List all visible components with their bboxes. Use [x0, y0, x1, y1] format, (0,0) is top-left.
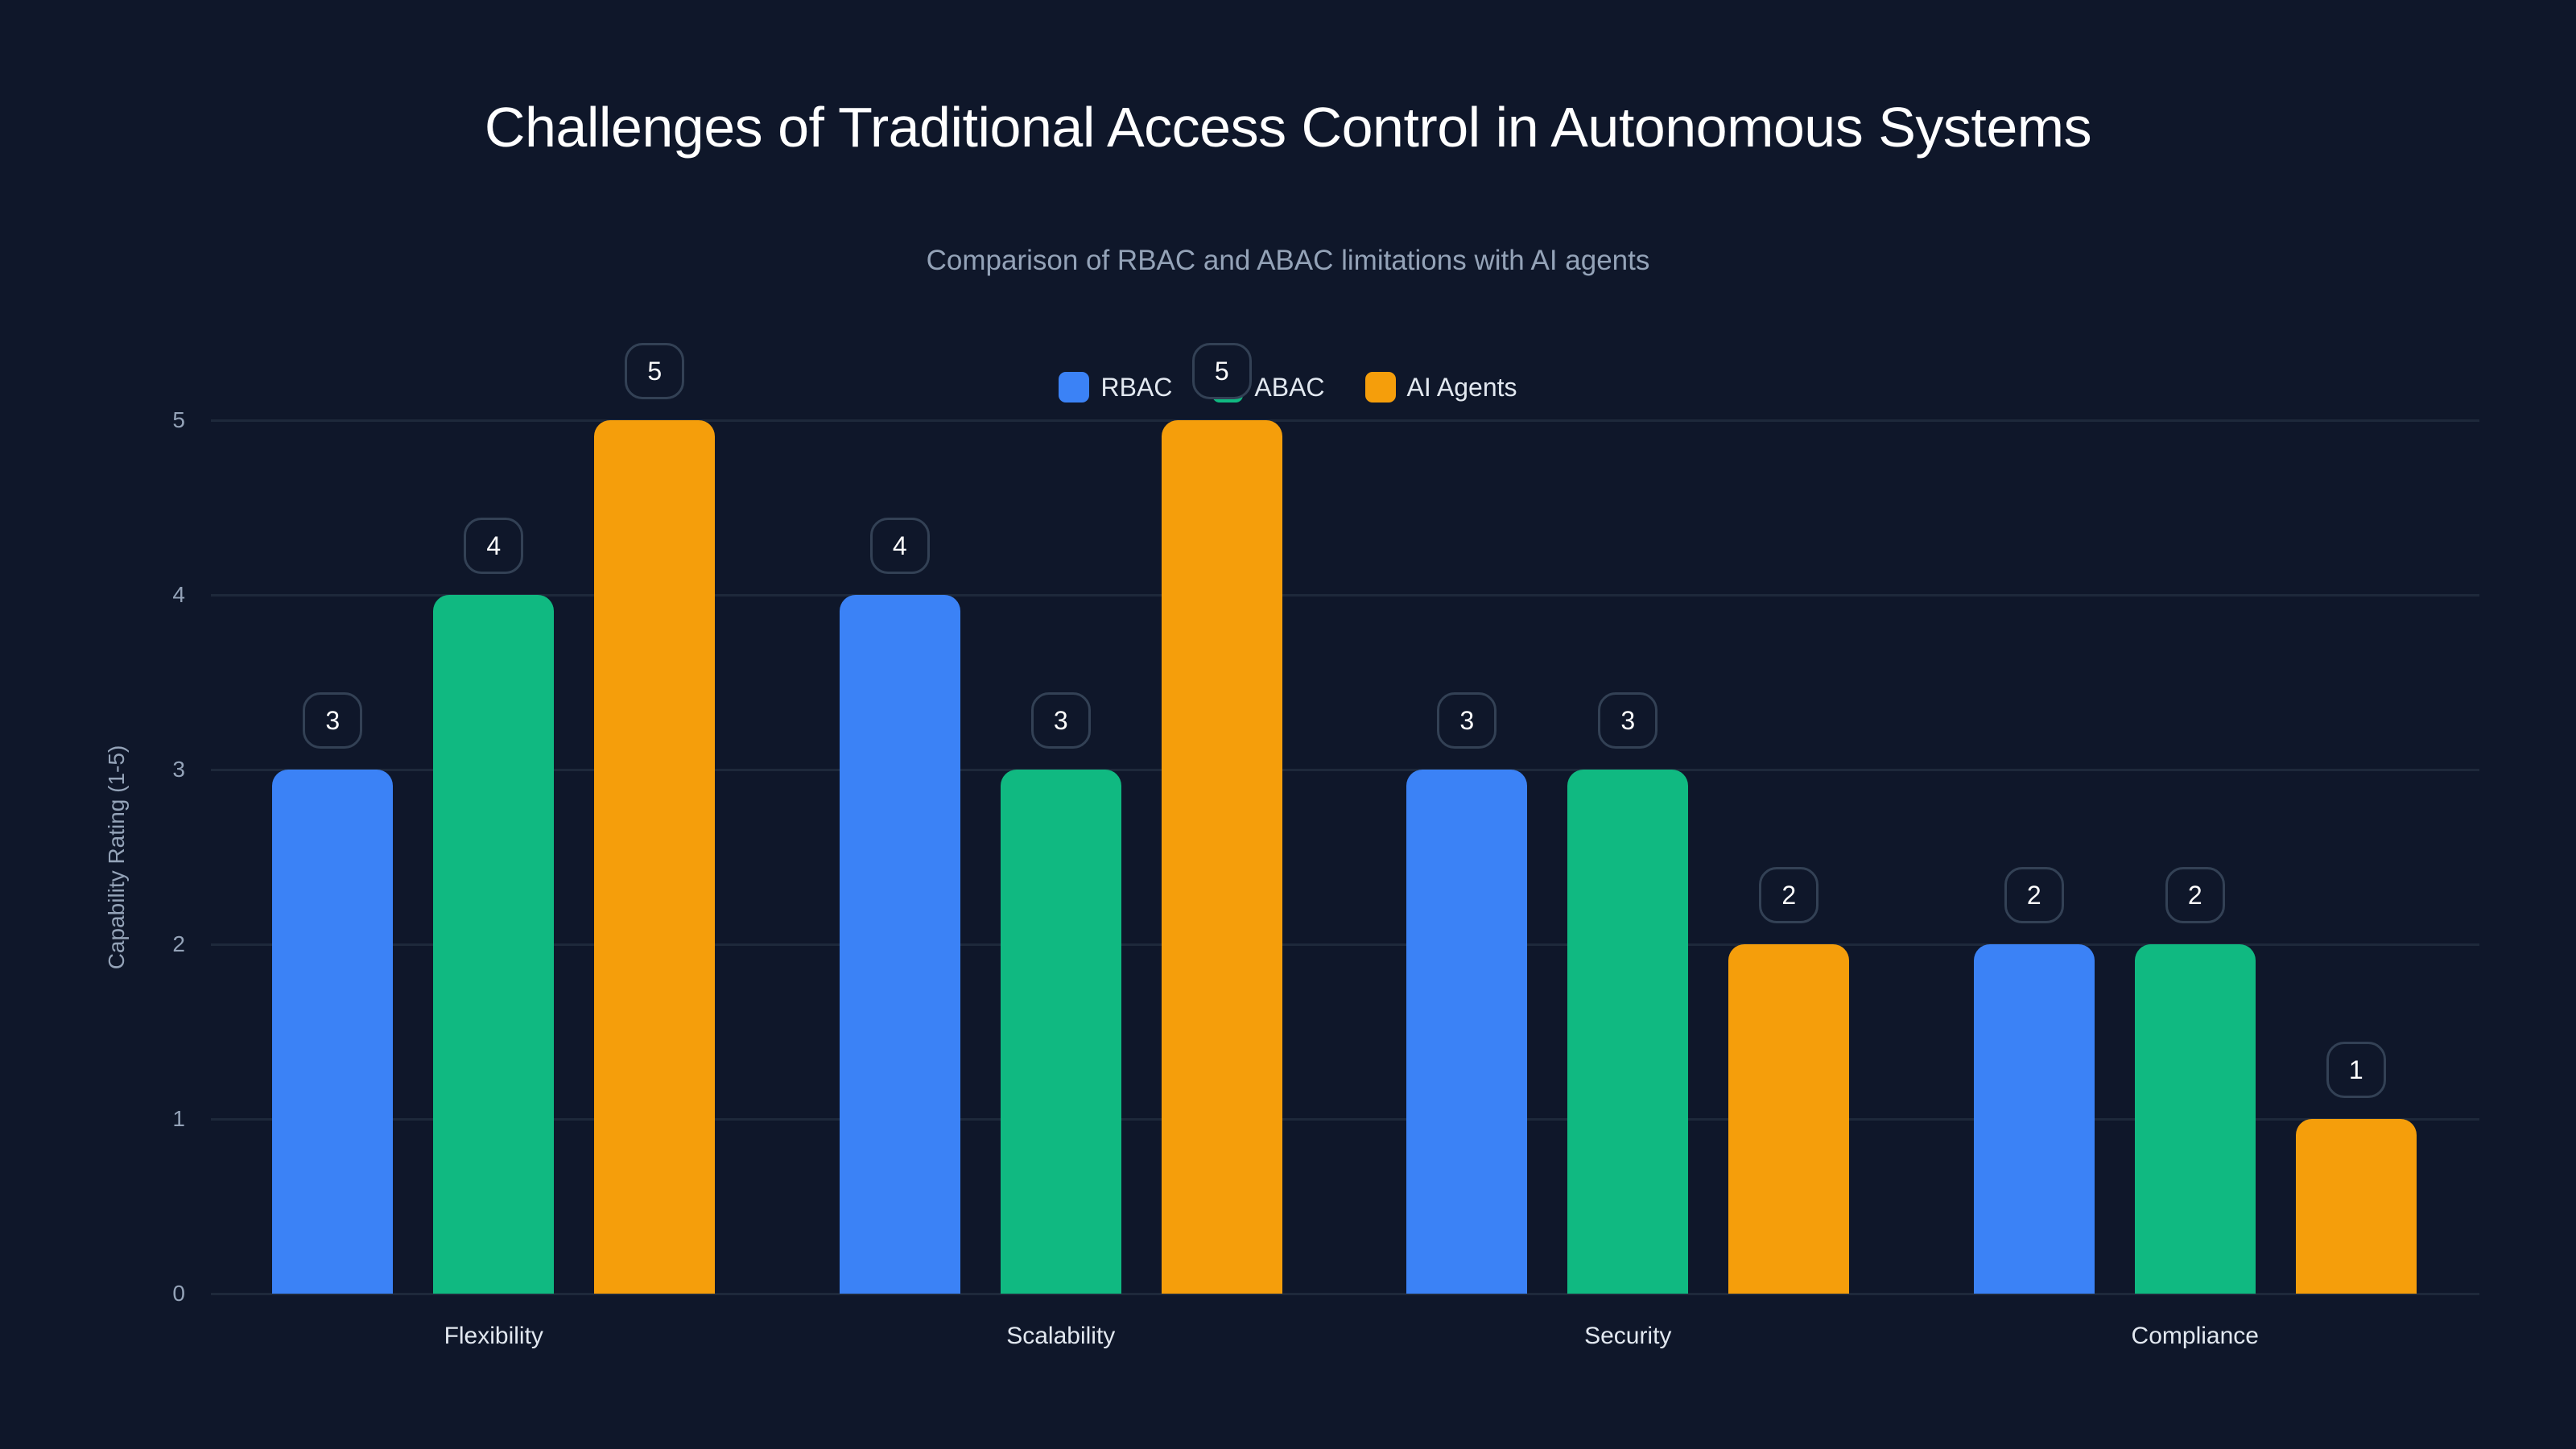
- gridline: [211, 419, 2479, 422]
- value-label: 2: [2004, 867, 2064, 923]
- x-tick-label: Flexibility: [444, 1323, 543, 1349]
- gridline: [211, 1293, 2479, 1295]
- legend-swatch-ai-agents: [1364, 372, 1396, 402]
- legend-swatch-rbac: [1059, 372, 1090, 402]
- value-label: 3: [303, 692, 363, 749]
- bar-rbac-security[interactable]: [1406, 770, 1528, 1294]
- bar-abac-scalability[interactable]: [1000, 770, 1121, 1294]
- legend: RBAC ABAC AI Agents: [0, 372, 2576, 402]
- legend-item-ai-agents[interactable]: AI Agents: [1364, 372, 1517, 402]
- value-label: 1: [2326, 1042, 2386, 1098]
- bar-rbac-compliance[interactable]: [1973, 944, 2095, 1294]
- bar-ai-agents-compliance[interactable]: [2295, 1119, 2417, 1294]
- chart-title: Challenges of Traditional Access Control…: [484, 96, 2092, 159]
- y-tick-label: 1: [172, 1106, 185, 1131]
- value-label: 3: [1437, 692, 1497, 749]
- legend-item-rbac[interactable]: RBAC: [1059, 372, 1172, 402]
- plot-area: 3 4 5 4 3 5 3 3 2 2 2 1: [211, 343, 2479, 1295]
- value-label: 3: [1030, 692, 1091, 749]
- bar-ai-agents-flexibility[interactable]: [594, 420, 716, 1294]
- value-label: 2: [2165, 867, 2225, 923]
- value-label: 4: [464, 518, 524, 574]
- bar-ai-agents-security[interactable]: [1728, 944, 1850, 1294]
- x-tick-label: Compliance: [2131, 1323, 2259, 1349]
- y-axis-label: Capability Rating (1-5): [104, 745, 129, 970]
- gridline: [211, 594, 2479, 597]
- bar-rbac-scalability[interactable]: [839, 595, 960, 1294]
- gridline: [211, 1118, 2479, 1121]
- x-tick-label: Security: [1584, 1323, 1672, 1349]
- y-tick-label: 0: [172, 1281, 185, 1306]
- y-tick-label: 5: [172, 407, 185, 432]
- bar-abac-flexibility[interactable]: [433, 595, 555, 1294]
- bar-abac-security[interactable]: [1567, 770, 1689, 1294]
- bar-abac-compliance[interactable]: [2134, 944, 2256, 1294]
- value-label: 4: [869, 518, 930, 574]
- legend-label: ABAC: [1254, 372, 1325, 402]
- y-tick-label: 3: [172, 757, 185, 782]
- y-tick-label: 4: [172, 582, 185, 607]
- y-tick-label: 2: [172, 931, 185, 956]
- chart-subtitle: Comparison of RBAC and ABAC limitations …: [926, 245, 1650, 276]
- value-label: 5: [625, 343, 685, 399]
- gridline: [211, 943, 2479, 946]
- gridline: [211, 769, 2479, 771]
- bar-ai-agents-scalability[interactable]: [1161, 420, 1282, 1294]
- x-tick-label: Scalability: [1006, 1323, 1116, 1349]
- value-label: 2: [1759, 867, 1819, 923]
- legend-label: RBAC: [1100, 372, 1173, 402]
- value-label: 3: [1598, 692, 1658, 749]
- bar-rbac-flexibility[interactable]: [272, 770, 394, 1294]
- value-label: 5: [1191, 343, 1252, 399]
- legend-label: AI Agents: [1406, 372, 1517, 402]
